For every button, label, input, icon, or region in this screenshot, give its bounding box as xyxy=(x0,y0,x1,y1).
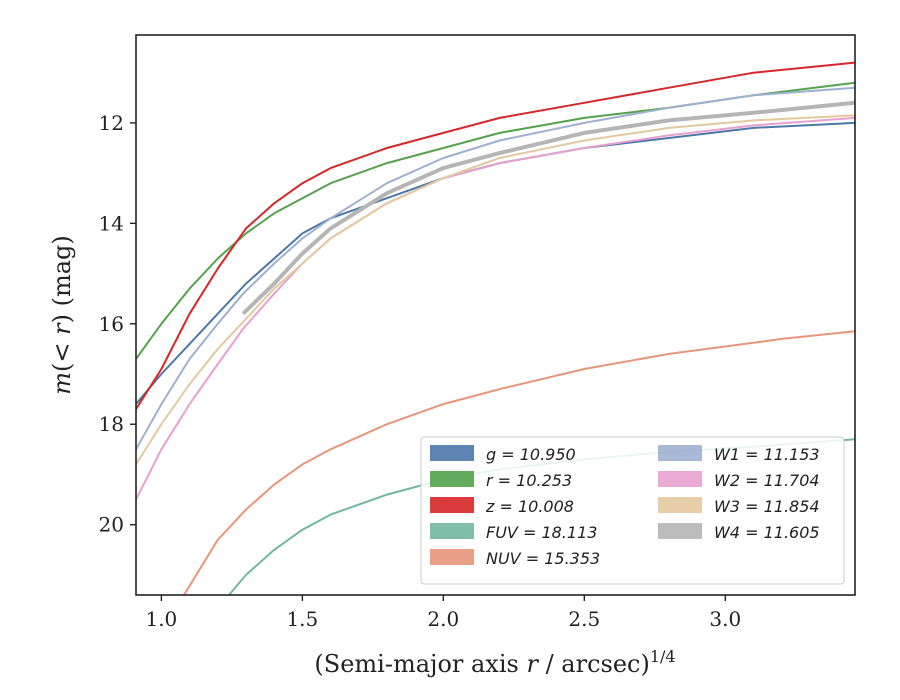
plot-frame xyxy=(135,34,856,596)
legend-label: W3 = 11.854 xyxy=(714,497,820,516)
legend-label: g = 10.950 xyxy=(486,445,576,464)
x-tick-label: 1.0 xyxy=(145,607,177,631)
series-line-8 xyxy=(241,100,855,316)
legend-swatch xyxy=(658,445,702,461)
x-tick-label: 2.0 xyxy=(427,607,459,631)
legend-label: W4 = 11.605 xyxy=(714,523,820,542)
legend-label: W1 = 11.153 xyxy=(714,445,820,464)
legend-swatch xyxy=(658,497,702,513)
legend-box xyxy=(420,436,845,585)
legend-label: NUV = 15.353 xyxy=(486,549,600,568)
x-tick-label: 2.5 xyxy=(568,607,600,631)
series-line-1 xyxy=(136,81,855,360)
legend-label: W2 = 11.704 xyxy=(714,471,820,490)
y-tick-label: 18 xyxy=(99,412,124,436)
legend: g = 10.950 r = 10.253 z = 10.008 FUV = 18.1… xyxy=(420,436,845,585)
legend-swatch xyxy=(430,523,474,539)
legend-swatch xyxy=(658,523,702,539)
series-layer xyxy=(136,61,855,595)
y-axis-label: m(< r) (mag) xyxy=(48,235,76,395)
legend-label: z = 10.008 xyxy=(485,497,574,516)
x-axis-ticks: 1.0 1.5 2.0 2.5 3.0 xyxy=(145,595,741,631)
y-axis-ticks: 12 14 16 18 20 xyxy=(99,111,136,537)
y-tick-label: 20 xyxy=(99,513,124,537)
legend-swatch xyxy=(430,549,474,565)
series-line-7 xyxy=(136,114,855,465)
legend-label: FUV = 18.113 xyxy=(486,523,597,542)
series-line-5 xyxy=(136,86,855,450)
series-line-2 xyxy=(136,61,855,410)
x-tick-label: 1.5 xyxy=(286,607,318,631)
legend-swatch xyxy=(430,497,474,513)
y-tick-label: 12 xyxy=(99,111,124,135)
x-tick-label: 3.0 xyxy=(709,607,741,631)
legend-label: r = 10.253 xyxy=(486,471,572,490)
legend-swatch xyxy=(430,471,474,487)
series-line-4 xyxy=(183,330,855,595)
legend-swatch xyxy=(658,471,702,487)
y-tick-label: 14 xyxy=(99,211,124,235)
x-axis-label: (Semi-major axis r / arcsec)1/4 xyxy=(314,647,675,678)
y-tick-label: 16 xyxy=(99,312,124,336)
legend-swatch xyxy=(430,445,474,461)
